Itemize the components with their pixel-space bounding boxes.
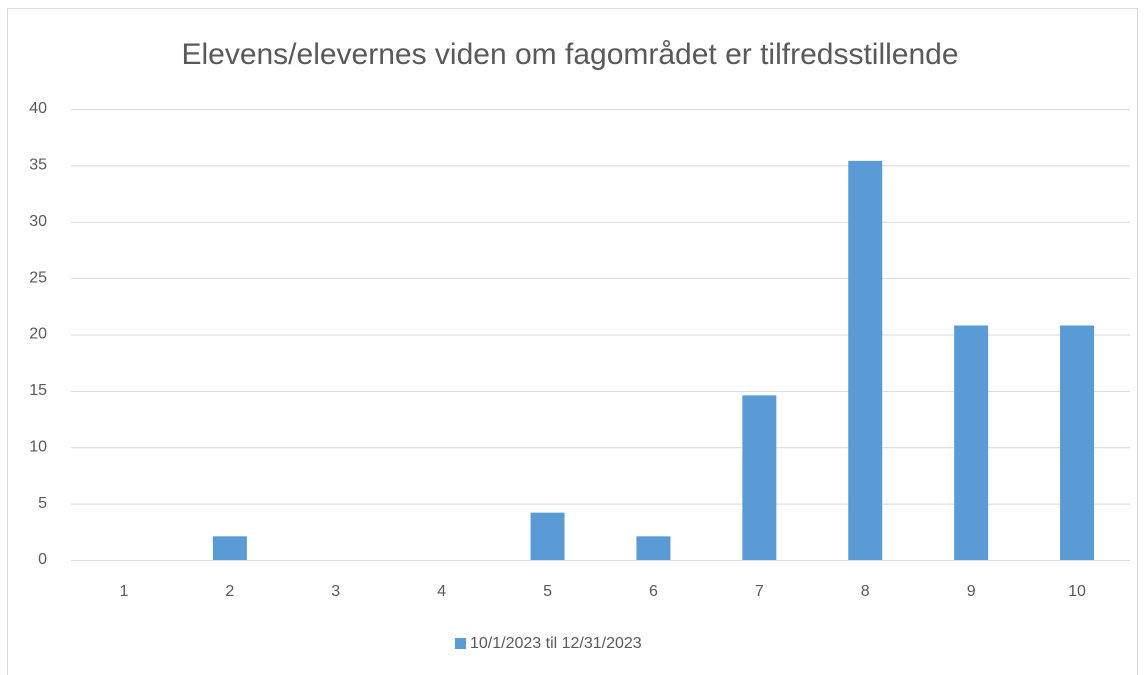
x-tick-label: 7 bbox=[755, 583, 764, 600]
chart-title: Elevens/elevernes viden om fagområdet er… bbox=[181, 38, 958, 71]
y-tick-label: 0 bbox=[38, 551, 47, 568]
bar bbox=[1060, 325, 1095, 560]
legend-swatch bbox=[455, 638, 466, 649]
y-tick-label: 30 bbox=[29, 213, 47, 230]
x-tick-label: 9 bbox=[967, 583, 976, 600]
x-tick-label: 2 bbox=[225, 583, 234, 600]
bar bbox=[848, 160, 883, 561]
bar bbox=[636, 536, 671, 560]
x-tick-label: 8 bbox=[861, 583, 870, 600]
x-tick-label: 4 bbox=[437, 583, 446, 600]
x-tick-label: 5 bbox=[543, 583, 552, 600]
y-tick-label: 5 bbox=[38, 495, 47, 512]
legend-label: 10/1/2023 til 12/31/2023 bbox=[470, 635, 642, 652]
y-tick-label: 10 bbox=[29, 438, 47, 455]
bar bbox=[212, 536, 247, 560]
y-tick-label: 20 bbox=[29, 326, 47, 343]
y-tick-label: 35 bbox=[29, 157, 47, 174]
x-tick-label: 10 bbox=[1068, 583, 1086, 600]
bar bbox=[530, 512, 565, 560]
x-tick-label: 1 bbox=[119, 583, 128, 600]
y-tick-label: 15 bbox=[29, 382, 47, 399]
bar bbox=[742, 395, 777, 560]
chart-border bbox=[7, 8, 1138, 675]
x-tick-label: 6 bbox=[649, 583, 658, 600]
y-tick-label: 25 bbox=[29, 269, 47, 286]
bar bbox=[954, 325, 989, 560]
x-tick-label: 3 bbox=[331, 583, 340, 600]
y-tick-label: 40 bbox=[29, 100, 47, 117]
